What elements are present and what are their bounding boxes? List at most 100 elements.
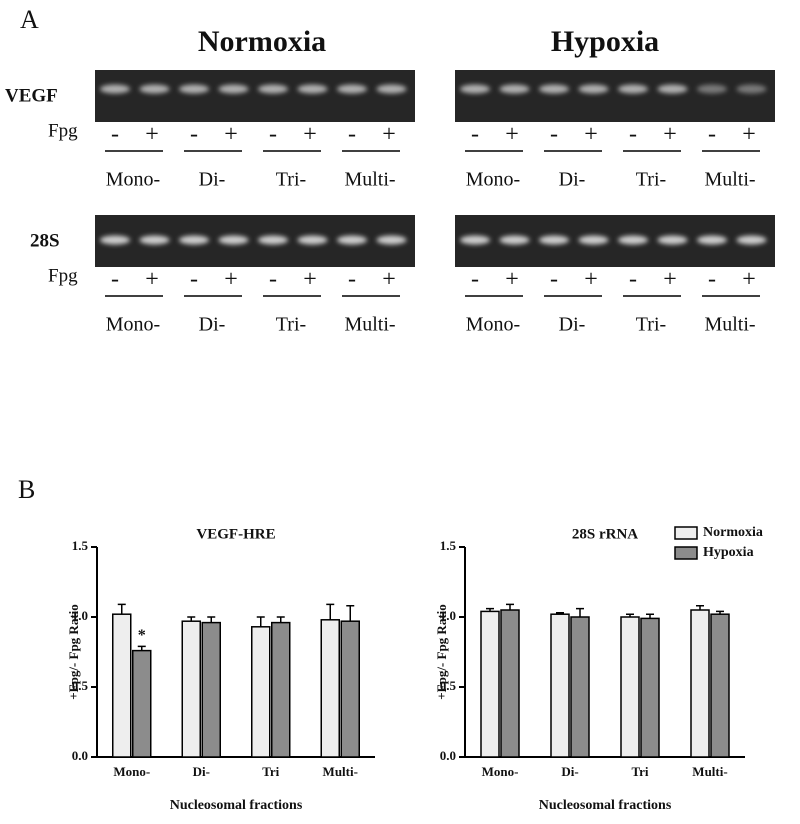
fpg-sign: - (269, 267, 277, 293)
error-bar (646, 613, 654, 619)
gel-band (578, 235, 609, 245)
fpg-sign: - (111, 267, 119, 293)
error-bar (137, 645, 146, 651)
y-tick-label: 1.0 (72, 608, 88, 623)
y-tick-label: 0.0 (72, 748, 88, 763)
gel-band (499, 235, 530, 245)
fpg-sign: + (303, 267, 317, 293)
fraction-label: Di- (199, 314, 226, 336)
fpg-sign: + (145, 122, 159, 148)
fpg-sign: - (269, 122, 277, 148)
fpg-sign: + (584, 267, 598, 293)
gel-band (100, 84, 130, 94)
gel-band (376, 84, 407, 94)
fpg-sign: + (145, 267, 159, 293)
gel-band (460, 84, 490, 94)
gel-band (218, 84, 249, 94)
x-tick-label: Mono- (482, 764, 519, 779)
fpg-sign: - (550, 122, 558, 148)
x-axis-label: Nucleosomal fractions (539, 798, 672, 813)
gel-band (460, 235, 490, 245)
fpg-sign: + (382, 267, 396, 293)
fpg-sign: + (584, 122, 598, 148)
gel-band (697, 235, 727, 245)
bar (690, 609, 710, 758)
bar (500, 609, 520, 758)
legend-swatch (674, 546, 698, 560)
fpg-sign: + (224, 122, 238, 148)
bar (271, 621, 291, 758)
gel-band (578, 84, 609, 94)
legend-swatch (674, 526, 698, 540)
condition-title: Hypoxia (551, 25, 659, 58)
bar (201, 621, 221, 758)
gel-band (657, 235, 688, 245)
row-label: VEGF (5, 85, 58, 106)
fraction-label: Tri- (636, 169, 666, 191)
error-bar (556, 612, 564, 615)
error-bar (326, 603, 335, 620)
error-bar (276, 616, 285, 623)
y-tick-label: 1.5 (72, 538, 89, 553)
gel-band (297, 235, 328, 245)
x-tick-label: Mono- (113, 764, 150, 779)
y-axis-label: +Fpg/- Fpg Ratio (66, 604, 81, 700)
error-bar (486, 607, 494, 612)
y-tick-label: 0.5 (72, 678, 89, 693)
annotation: * (138, 627, 146, 644)
bar (112, 613, 132, 758)
fpg-sign: + (224, 267, 238, 293)
gel-band (297, 84, 328, 94)
x-tick-label: Di- (561, 764, 578, 779)
error-bar (716, 610, 724, 615)
fpg-sign: - (190, 122, 198, 148)
fraction-label: Di- (559, 169, 586, 191)
fpg-sign: - (471, 122, 479, 148)
fraction-label: Di- (559, 314, 586, 336)
gel-band (736, 84, 767, 94)
fpg-sign: + (505, 122, 519, 148)
fraction-label: Tri- (276, 314, 306, 336)
gel-band (258, 235, 288, 245)
fpg-sign: - (629, 267, 637, 293)
x-axis-label: Nucleosomal fractions (170, 798, 303, 813)
gel-band (657, 84, 688, 94)
error-bar (506, 603, 514, 610)
gel-band (337, 84, 367, 94)
y-tick-label: 0.0 (440, 748, 456, 763)
bar (550, 613, 570, 758)
fraction-label: Mono- (106, 314, 160, 336)
gel-band (139, 235, 170, 245)
gel-image (95, 70, 415, 122)
fpg-sign: - (471, 267, 479, 293)
gel-band (258, 84, 288, 94)
row-label: 28S (30, 230, 60, 251)
error-bar (696, 605, 704, 610)
gel-band (618, 84, 648, 94)
gel-band (100, 235, 130, 245)
legend-label: Hypoxia (703, 545, 754, 560)
treatment-label: Fpg (48, 120, 78, 141)
treatment-label: Fpg (48, 265, 78, 286)
gel-band (376, 235, 407, 245)
y-axis-label: +Fpg/- Fpg Ratio (434, 604, 449, 700)
fpg-sign: + (382, 122, 396, 148)
gel-band (736, 235, 767, 245)
bar (320, 619, 340, 758)
panel-label: B (18, 475, 35, 504)
fraction-label: Multi- (704, 169, 755, 191)
fraction-label: Multi- (344, 169, 395, 191)
fpg-sign: + (663, 267, 677, 293)
error-bar (256, 616, 265, 627)
fraction-label: Multi- (344, 314, 395, 336)
bar (480, 610, 500, 758)
chart-title: 28S rRNA (572, 526, 638, 542)
fpg-sign: - (550, 267, 558, 293)
gel-band (218, 235, 249, 245)
error-bar (117, 603, 126, 615)
bar (710, 613, 730, 758)
bar (640, 617, 660, 758)
y-tick-label: 1.0 (440, 608, 456, 623)
fpg-sign: - (708, 122, 716, 148)
